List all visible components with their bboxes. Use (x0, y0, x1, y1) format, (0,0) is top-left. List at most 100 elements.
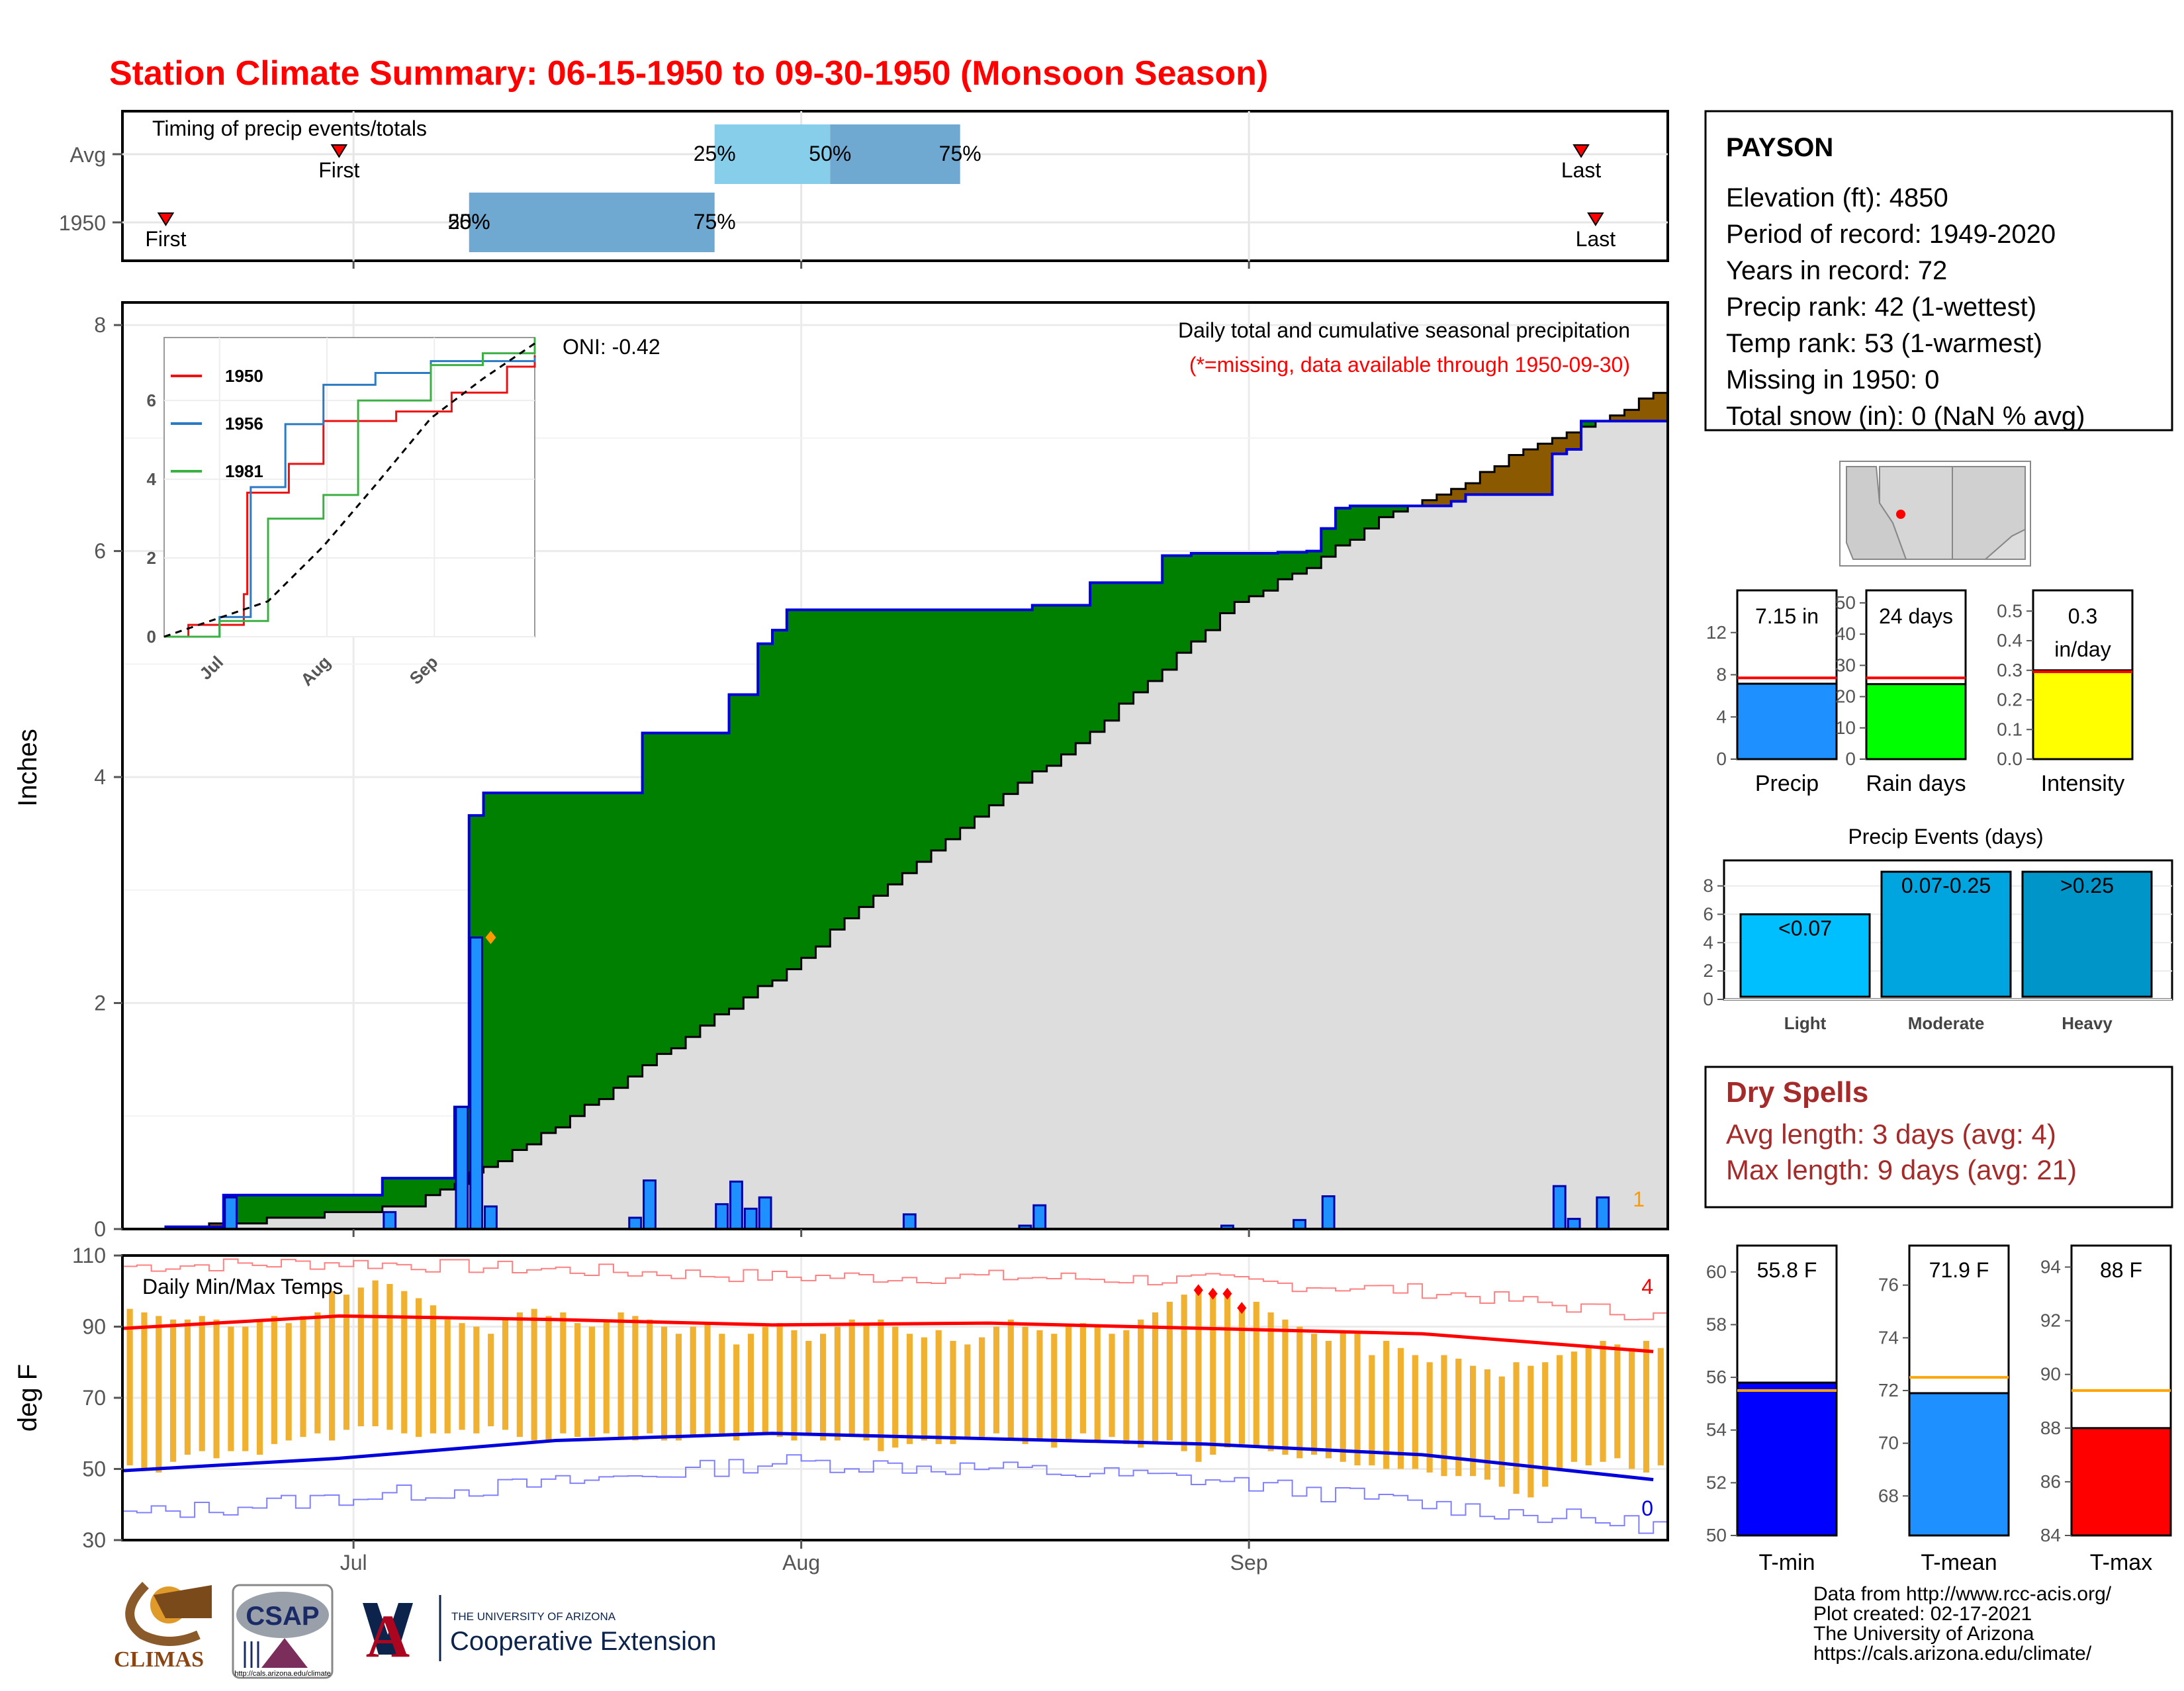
surplus-segment (1133, 582, 1148, 693)
tmax-tick-label-0: 84 (2040, 1525, 2061, 1545)
oni-label: ONI: -0.42 (563, 335, 660, 359)
temp-range-bar-72 (1166, 1301, 1173, 1441)
tmean-tick-label-4: 76 (1878, 1275, 1899, 1295)
surplus-segment (599, 792, 614, 1099)
surplus-segment (1234, 553, 1250, 602)
tmax-value-bar (2070, 1427, 2172, 1537)
y1950-first-label: First (145, 227, 186, 251)
temp-range-bar-60 (993, 1326, 1000, 1434)
temp-range-bar-21 (430, 1305, 436, 1434)
temp-range-bar-98 (1542, 1362, 1549, 1487)
tmin-tick-label-2: 54 (1706, 1420, 1727, 1440)
surplus-segment (1104, 582, 1120, 721)
temp-range-bar-83 (1325, 1341, 1332, 1459)
tmean-tick-label-0: 68 (1878, 1485, 1899, 1506)
temp-range-bar-76 (1224, 1291, 1231, 1448)
surplus-segment (830, 610, 845, 930)
surplus-segment (1277, 552, 1293, 580)
surplus-segment (440, 1178, 455, 1190)
temp-range-bar-40 (704, 1323, 711, 1438)
temp-range-bar-64 (1051, 1334, 1058, 1448)
timing-panel: Timing of precip events/totals Avg 1950 … (59, 110, 1669, 262)
events-value-moderate: 0.07-0.25 (1901, 874, 1991, 897)
precip-events-bars: 0 2 4 6 8 <0.07 Light 0.07-0.25 Moderate >0.25 Hea… (1703, 859, 2173, 1033)
precip-ytick-label-2: 4 (94, 765, 106, 789)
surplus-segment (613, 792, 629, 1088)
record-high-marker-1 (1208, 1287, 1218, 1300)
x-axis-ticks: Jul Aug Sep (340, 261, 1268, 1575)
temp-range-bar-66 (1079, 1323, 1086, 1434)
deficit-segment (1639, 398, 1654, 422)
tmean-tick-label-1: 70 (1878, 1433, 1899, 1453)
temp-range-bar-58 (964, 1344, 971, 1438)
temp-daily-bars (126, 1280, 1664, 1498)
temp-range-bar-78 (1253, 1301, 1259, 1448)
intensity-tick-label-5: 0.5 (1997, 600, 2023, 621)
footer-text: Data from http://www.rcc-acis.org/Plot c… (1813, 1583, 2112, 1665)
station-line-0: Elevation (ft): 4850 (1726, 183, 1948, 212)
y1950-first-marker (157, 212, 175, 226)
surplus-segment (324, 1195, 340, 1212)
temp-range-bar-15 (343, 1295, 350, 1430)
avg-q75-label: 75% (939, 142, 981, 165)
deficit-segment (1436, 494, 1452, 506)
surplus-segment (1306, 551, 1322, 569)
temp-range-bar-95 (1498, 1376, 1505, 1487)
rain_days-tick-label-1: 10 (1835, 717, 1856, 738)
temp-range-bar-2 (156, 1316, 162, 1473)
deficit-segment (1537, 443, 1553, 495)
surplus-segment (310, 1195, 326, 1218)
record-high-line (122, 1258, 1668, 1320)
events-value-light: <0.07 (1778, 916, 1832, 940)
surplus-segment (483, 792, 498, 1167)
daily-max-marker (485, 931, 496, 944)
temp-ytick-label-1: 50 (82, 1457, 106, 1481)
surplus-segment (989, 610, 1004, 805)
rain_days-value-label: 24 days (1879, 604, 1953, 628)
temp-range-bar-42 (733, 1344, 740, 1441)
surplus-segment (1118, 582, 1134, 704)
daily-precip-bar-17 (1552, 1185, 1567, 1230)
surplus-segment (1191, 553, 1206, 642)
precip-label: Precip (1755, 771, 1819, 796)
timing-labels: First Last 25% 50% 75% First Last 25% 50… (145, 142, 1615, 251)
rain_days-label: Rain days (1866, 771, 1966, 796)
daily-precip-bar-1 (383, 1211, 397, 1230)
temp-range-bar-31 (574, 1323, 581, 1438)
tmin-tick-label-1: 52 (1706, 1472, 1727, 1492)
temp-range-bar-14 (329, 1291, 336, 1441)
temp-range-bar-47 (805, 1341, 812, 1434)
footer-line-0: Data from http://www.rcc-acis.org/ (1813, 1583, 2112, 1605)
surplus-segment (1349, 506, 1365, 540)
location-map (1839, 461, 2031, 567)
y1950-q50-label: 50% (448, 210, 490, 234)
temp-range-bar-68 (1109, 1334, 1115, 1438)
surplus-segment (1032, 605, 1048, 772)
cumulative-1950-line (122, 420, 1668, 1230)
temp-range-bar-36 (647, 1319, 653, 1434)
precip-ytick-label-1: 2 (94, 991, 106, 1015)
temp-range-bar-90 (1426, 1362, 1433, 1473)
inset-ytick-2: 4 (147, 469, 157, 489)
surplus-segment (786, 610, 802, 970)
surplus-segment (1321, 528, 1336, 557)
temp-range-bar-92 (1455, 1358, 1462, 1477)
station-line-1: Period of record: 1949-2020 (1726, 220, 2056, 249)
climas-logo: CLIMAS (114, 1582, 212, 1672)
temp-range-bar-22 (444, 1319, 451, 1434)
temp-range-bar-69 (1123, 1330, 1130, 1444)
station-lines: Elevation (ft): 4850 Period of record: 19… (1726, 183, 2085, 431)
surplus-segment (902, 610, 917, 874)
record-high-marker-3 (1237, 1302, 1247, 1314)
daily-precip-bar-0 (224, 1196, 238, 1230)
surplus-segment (1205, 553, 1221, 631)
tmax-tick-label-4: 92 (2040, 1310, 2061, 1331)
surplus-segment (974, 610, 989, 817)
surplus-segment (252, 1195, 267, 1224)
station-info-box: PAYSON Elevation (ft): 4850 Period of rec… (1704, 110, 2173, 432)
temp-range-bar-88 (1397, 1348, 1404, 1469)
temp-range-bar-0 (126, 1308, 133, 1466)
surplus-segment (758, 643, 773, 986)
temp-range-bar-80 (1282, 1319, 1289, 1455)
